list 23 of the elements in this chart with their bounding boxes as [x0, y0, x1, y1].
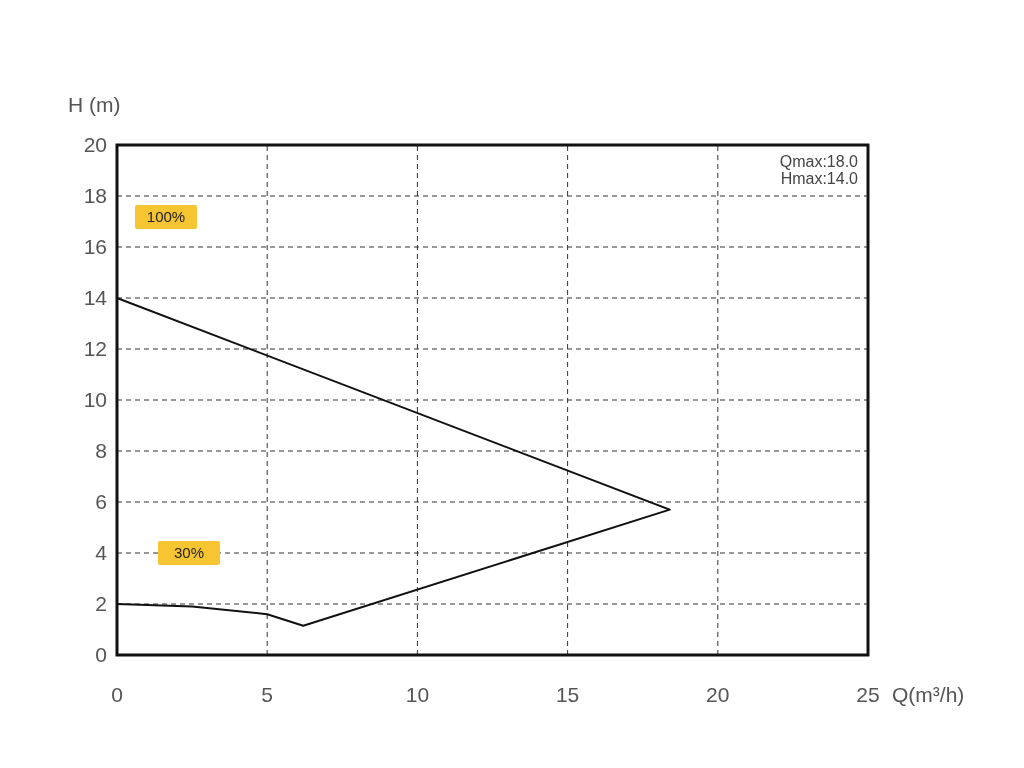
x-tick-label: 25 [856, 683, 880, 706]
annotation: 100% [146, 208, 186, 226]
x-tick-label: 20 [706, 683, 730, 706]
y-tick-label: 16 [83, 235, 107, 259]
x-axis-title: Q(m³/h) [892, 683, 965, 706]
y-tick-label: 20 [83, 133, 107, 157]
y-tick-label: 8 [95, 439, 107, 463]
y-tick-label: 0 [95, 643, 107, 667]
annotation: Qmax:18.0 [779, 153, 859, 170]
y-tick-label: 4 [95, 541, 108, 565]
y-tick-label: 10 [83, 388, 107, 412]
x-tick-label: 5 [261, 683, 274, 706]
y-tick-label: 2 [95, 592, 107, 616]
x-tick-label: 10 [405, 683, 430, 706]
annotation: Hmax:14.0 [780, 170, 859, 187]
x-tick-label: 15 [555, 683, 580, 706]
y-tick-label: 14 [83, 286, 108, 310]
y-axis-title: H (m) [68, 93, 121, 116]
y-tick-label: 18 [83, 184, 107, 208]
annotation: 30% [173, 544, 205, 562]
y-tick-label: 6 [95, 490, 107, 514]
x-tick-label: 0 [111, 683, 123, 706]
y-tick-label: 12 [83, 337, 107, 361]
